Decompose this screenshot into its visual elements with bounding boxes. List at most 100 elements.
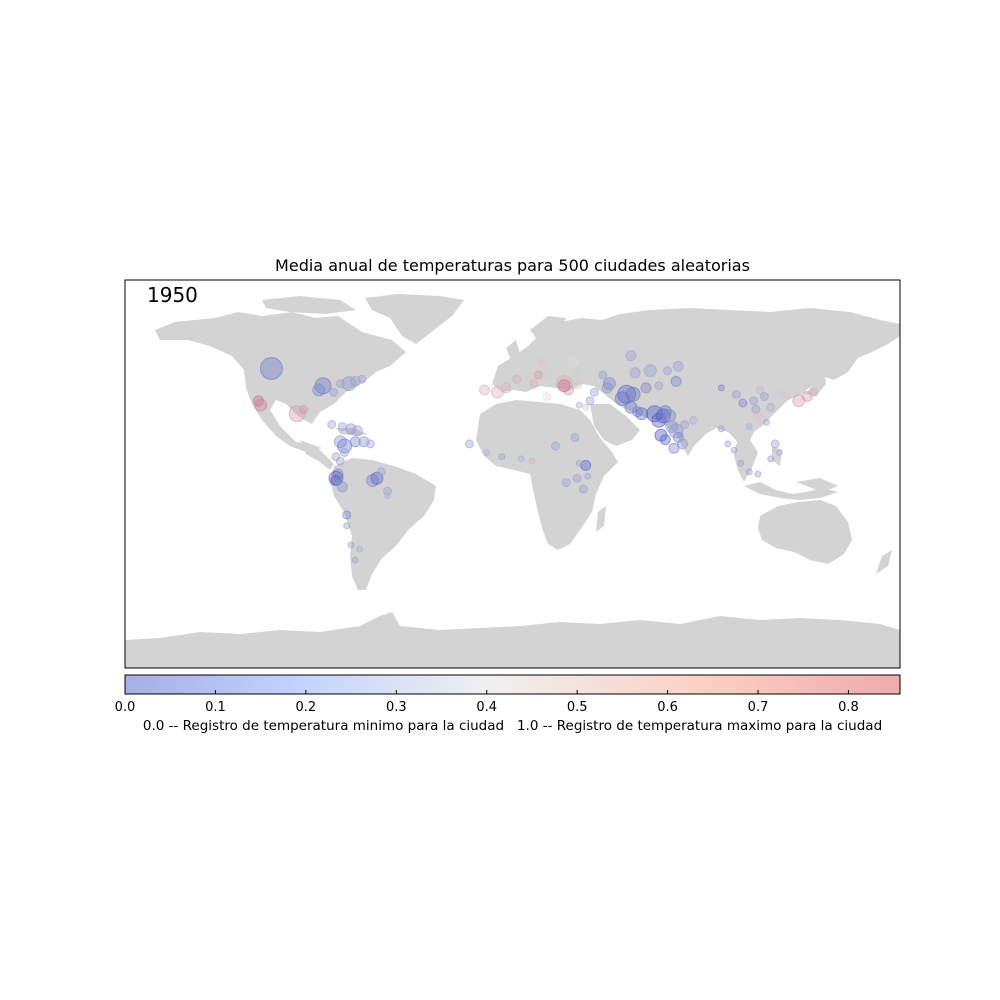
colorbar-tick-label: 0.6 [657, 700, 678, 715]
southeast-asia-peninsula [734, 440, 758, 482]
year-label: 1950 [147, 283, 198, 307]
city-point [589, 387, 599, 397]
city-point [330, 475, 342, 486]
new-guinea-island [796, 478, 838, 492]
city-point [570, 432, 580, 442]
city-point [730, 446, 738, 454]
city-point [299, 404, 309, 414]
city-point [542, 392, 552, 401]
city-point [479, 384, 490, 396]
colorbar-tick-label: 0.4 [476, 700, 497, 715]
city-point [498, 453, 506, 461]
australia-landmass [758, 500, 852, 564]
colorbar [125, 675, 900, 694]
africa-landmass [476, 400, 618, 550]
city-point [775, 449, 783, 456]
city-point [601, 382, 613, 394]
city-point [254, 398, 268, 412]
city-point [680, 420, 690, 429]
city-point [464, 439, 474, 449]
colorbar-tick-label: 0.0 [115, 700, 136, 715]
british-isles [506, 340, 520, 362]
colorbar-frame [124, 674, 901, 695]
city-point [384, 492, 392, 499]
arabian-peninsula [590, 404, 640, 446]
city-point [575, 401, 583, 409]
city-point [500, 382, 512, 394]
north-america-landmass [155, 312, 406, 452]
city-point [602, 377, 616, 391]
colorbar-caption: 0.0 -- Registro de temperatura minimo pa… [142, 718, 883, 734]
city-point [754, 470, 762, 478]
city-point [512, 374, 522, 384]
city-point [668, 442, 680, 454]
city-point [341, 376, 357, 392]
city-point [525, 372, 535, 382]
city-point [670, 375, 682, 387]
city-point [349, 436, 361, 448]
colorbar-tick-label: 0.3 [386, 700, 407, 715]
city-point [631, 406, 643, 418]
city-point [327, 420, 337, 429]
new-zealand-islands [876, 550, 892, 574]
antarctica-landmass [125, 612, 900, 668]
city-point [579, 484, 588, 494]
city-point [749, 396, 759, 406]
city-point [342, 510, 352, 520]
city-point [640, 382, 652, 394]
central-america-landmass [300, 440, 334, 470]
city-point [643, 364, 657, 378]
city-point [529, 379, 539, 389]
city-point [335, 456, 345, 466]
city-point [625, 350, 637, 362]
scandinavia [530, 316, 566, 346]
city-point [533, 370, 543, 380]
city-point [625, 386, 641, 402]
city-point [376, 467, 386, 477]
city-point [345, 423, 357, 435]
eurasia-landmass [492, 308, 900, 456]
colorbar-ticks: 0.0 0.1 0.2 0.3 0.4 0.5 0.6 0.7 0.8 [115, 690, 859, 715]
city-point [635, 407, 649, 421]
madagascar-island [596, 506, 606, 532]
city-point [337, 422, 347, 432]
city-point [312, 383, 326, 397]
indonesia-islands [744, 482, 838, 500]
city-point [336, 481, 348, 493]
city-point [329, 387, 339, 397]
city-point [663, 409, 677, 423]
city-point [759, 392, 769, 401]
colorbar-tick-label: 0.8 [838, 700, 859, 715]
city-point [253, 395, 264, 407]
city-point [717, 425, 725, 433]
city-point [575, 459, 583, 467]
city-point [337, 438, 353, 454]
city-point [688, 415, 698, 425]
city-point [517, 455, 525, 463]
city-points [253, 350, 819, 564]
city-point [654, 381, 664, 391]
city-point [571, 378, 583, 390]
city-point [629, 367, 641, 379]
city-point [572, 366, 582, 376]
city-point [731, 389, 741, 399]
city-point [598, 370, 608, 380]
city-point [763, 418, 770, 426]
city-point [356, 545, 364, 553]
japan-islands [806, 372, 826, 396]
map-frame [124, 279, 901, 669]
city-point [745, 468, 753, 476]
city-point [668, 423, 684, 439]
map-title: Media anual de temperaturas para 500 ciu… [275, 256, 750, 275]
city-point [357, 374, 367, 384]
city-point [551, 441, 561, 451]
land-masses [125, 294, 900, 668]
city-point [770, 439, 780, 449]
city-point [724, 440, 732, 448]
city-point [347, 541, 355, 549]
city-point [528, 457, 536, 465]
philippines-islands [772, 446, 782, 466]
city-point [483, 449, 491, 456]
city-point [737, 459, 745, 467]
